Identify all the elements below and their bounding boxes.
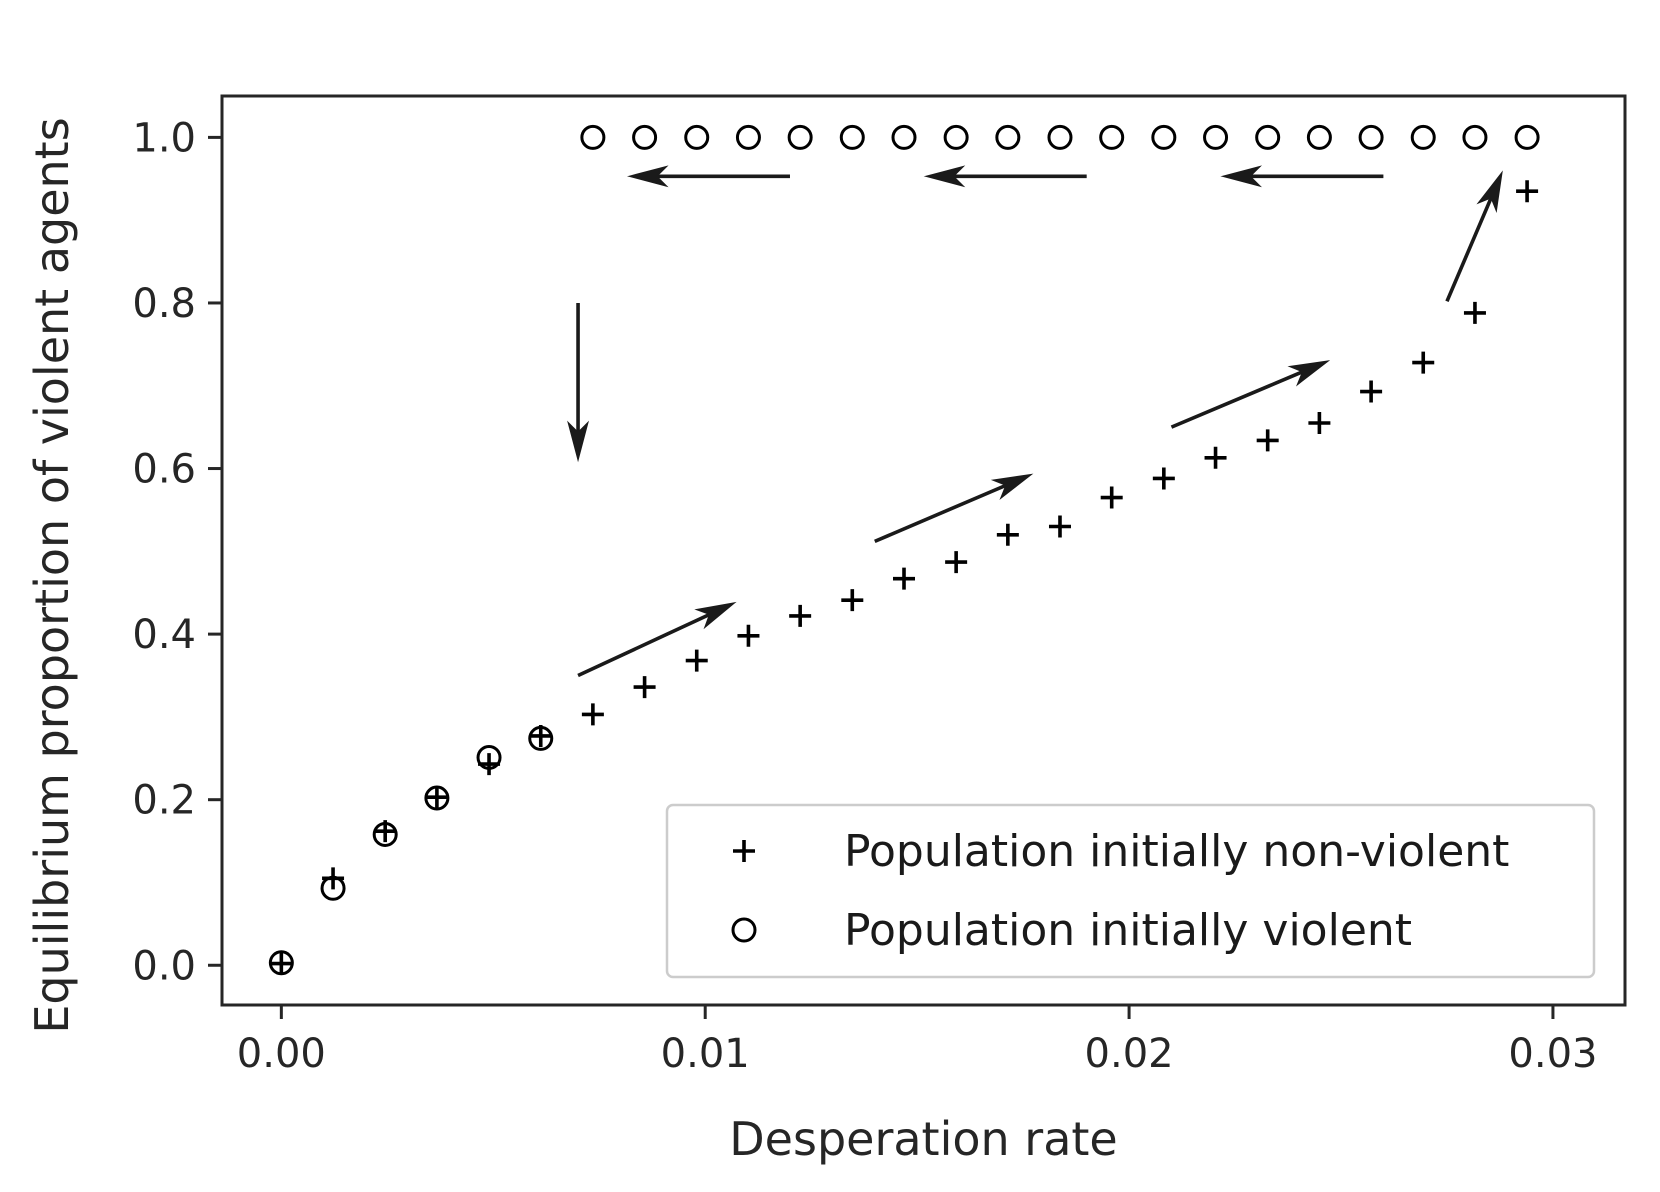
y-tick-label: 1.0	[132, 115, 196, 161]
legend-entry-non-violent: Population initially non-violent	[844, 826, 1509, 877]
legend-marker-circle	[731, 917, 757, 943]
data-point-plus	[685, 649, 708, 672]
y-tick-label: 0.6	[132, 447, 196, 493]
y-axis-label: Equilibrium proportion of violent agents	[25, 117, 79, 1033]
y-tick-label: 0.8	[132, 281, 196, 327]
data-point-plus	[425, 786, 448, 809]
annotation-arrow	[567, 302, 590, 463]
data-point-circle	[632, 124, 658, 150]
data-point-circle	[891, 124, 917, 150]
legend-entry-violent: Population initially violent	[844, 905, 1412, 956]
series-circle	[268, 124, 1540, 976]
x-tick-label: 0.01	[661, 1031, 750, 1077]
data-point-plus	[633, 676, 656, 699]
annotation-arrow	[1170, 360, 1331, 429]
data-point-circle	[735, 124, 761, 150]
data-point-circle	[1462, 124, 1488, 150]
y-tick-label: 0.2	[132, 778, 196, 824]
data-point-plus	[1256, 429, 1279, 452]
annotation-arrow	[874, 473, 1034, 544]
data-point-circle	[1306, 124, 1332, 150]
data-point-plus	[737, 624, 760, 647]
data-point-plus	[893, 567, 916, 590]
x-tick-label: 0.03	[1508, 1031, 1597, 1077]
data-point-circle	[1410, 124, 1436, 150]
data-point-plus	[1360, 380, 1383, 403]
series-plus	[270, 180, 1539, 975]
data-point-plus	[1048, 515, 1071, 538]
data-point-circle	[1514, 124, 1540, 150]
legend-marker-plus	[733, 840, 755, 862]
data-point-plus	[1100, 486, 1123, 509]
y-tick-label: 0.4	[132, 612, 196, 658]
data-point-plus	[945, 551, 968, 574]
data-point-plus	[270, 952, 293, 975]
annotation-arrow	[626, 165, 790, 188]
plot-area-frame	[220, 94, 1627, 1007]
data-point-plus	[1463, 301, 1486, 324]
legend-box	[665, 803, 1596, 979]
data-point-circle	[684, 124, 710, 150]
data-point-plus	[581, 703, 604, 726]
data-point-plus	[841, 589, 864, 612]
data-point-circle	[1203, 124, 1229, 150]
data-point-plus	[1516, 180, 1539, 203]
data-point-plus	[996, 523, 1019, 546]
legend-plus-mark	[733, 840, 755, 862]
data-point-circle	[528, 725, 554, 751]
legend-circle-mark	[731, 917, 757, 943]
data-point-circle	[268, 950, 294, 976]
annotation-arrow	[577, 601, 737, 678]
data-point-circle	[787, 124, 813, 150]
series-layer	[268, 124, 1540, 976]
data-point-plus	[1152, 467, 1175, 490]
data-point-circle	[1358, 124, 1384, 150]
data-point-circle	[320, 875, 346, 901]
data-point-circle	[580, 124, 606, 150]
data-point-circle	[1255, 124, 1281, 150]
legend: Population initially non-violent Populat…	[665, 803, 1596, 979]
data-point-plus	[1308, 412, 1331, 435]
annotation-layer	[567, 165, 1503, 678]
data-point-circle	[1099, 124, 1125, 150]
data-point-plus	[1412, 351, 1435, 374]
annotation-arrow	[1220, 165, 1384, 188]
annotation-arrow	[1445, 170, 1503, 303]
x-axis: 0.00 0.01 0.02 0.03	[237, 1005, 1597, 1077]
data-point-plus	[789, 604, 812, 627]
data-point-circle	[995, 124, 1021, 150]
y-axis: 0.0 0.2 0.4 0.6 0.8 1.0	[132, 115, 222, 989]
data-point-circle	[1047, 124, 1073, 150]
data-point-circle	[424, 785, 450, 811]
data-point-plus	[1204, 446, 1227, 469]
y-tick-label: 0.0	[132, 943, 196, 989]
data-point-circle	[476, 744, 502, 770]
x-tick-label: 0.00	[237, 1031, 326, 1077]
annotation-arrow	[923, 165, 1087, 188]
x-tick-label: 0.02	[1085, 1031, 1174, 1077]
data-point-circle	[943, 124, 969, 150]
data-point-circle	[372, 821, 398, 847]
x-axis-label: Desperation rate	[729, 1112, 1117, 1166]
data-point-circle	[839, 124, 865, 150]
data-point-circle	[1151, 124, 1177, 150]
